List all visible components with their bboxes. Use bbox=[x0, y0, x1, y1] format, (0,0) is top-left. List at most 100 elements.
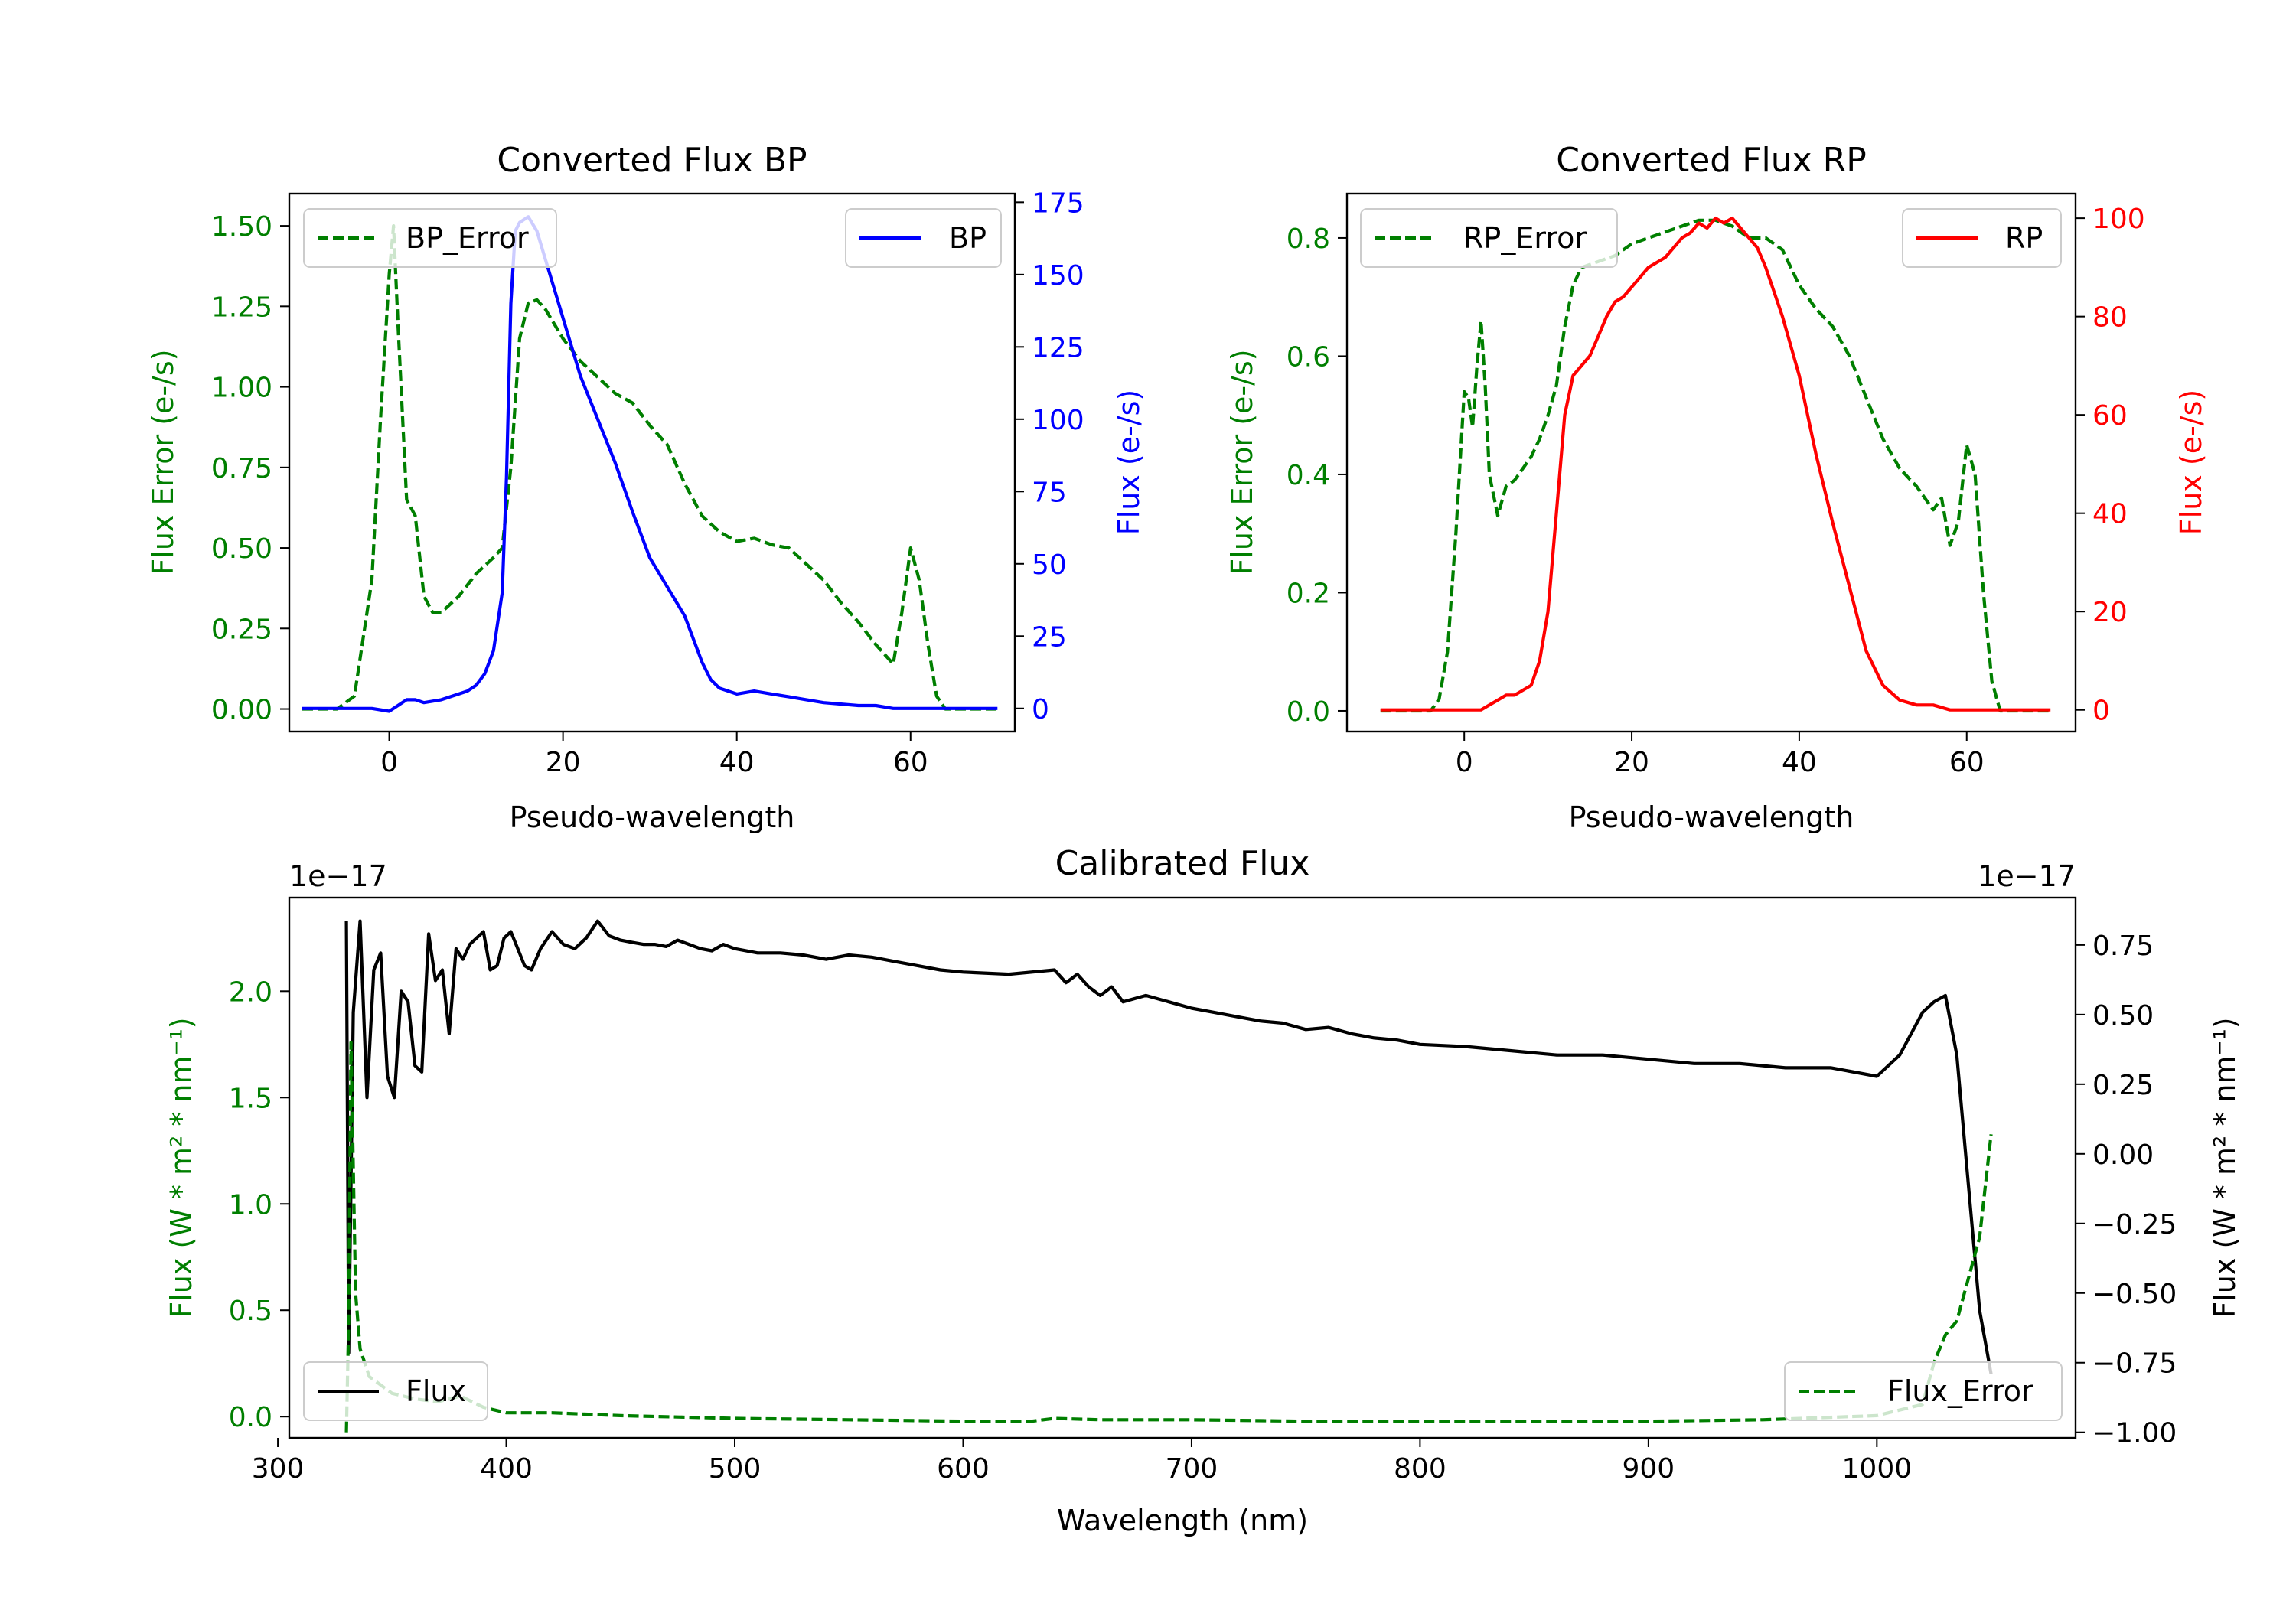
panel-bp: Converted Flux BP 0 20 40 60 0.00 0.25 0.50 0.7… bbox=[146, 141, 1146, 834]
bp-x-tick-label: 0 bbox=[380, 747, 398, 778]
calibrated-title: Calibrated Flux bbox=[1055, 844, 1310, 883]
calibrated-series-layer bbox=[344, 919, 1993, 1433]
rp-series-layer bbox=[1380, 217, 2051, 713]
rp-x-tick-label: 0 bbox=[1456, 747, 1473, 778]
bp-legend-left: BP_Error bbox=[303, 208, 557, 268]
rp-legend-left: RP_Error bbox=[1360, 208, 1618, 268]
rp-x-tick-label: 20 bbox=[1614, 747, 1649, 778]
calib-x-tick-label: 500 bbox=[709, 1453, 762, 1485]
bp-right-tick-label: 175 bbox=[1032, 187, 1084, 219]
bp-plot-frame bbox=[288, 192, 1016, 733]
bp-right-tick-label: 125 bbox=[1032, 332, 1084, 363]
bp-legend-right: BP bbox=[845, 208, 1002, 268]
bp-right-tick-label: 150 bbox=[1032, 260, 1084, 292]
calib-series-flux-error-line bbox=[344, 1041, 1993, 1433]
calib-right-tick-label: 0.75 bbox=[2092, 931, 2154, 962]
calib-series-flux-line bbox=[344, 919, 1993, 1374]
rp-left-tick-label: 0.2 bbox=[1287, 578, 1330, 609]
calib-x-tick-label: 400 bbox=[480, 1453, 533, 1485]
calib-right-tick-label: −0.75 bbox=[2092, 1348, 2177, 1380]
calibrated-right-multiplier: 1e−17 bbox=[1978, 859, 2076, 893]
calib-right-tick-label: −0.50 bbox=[2092, 1279, 2177, 1310]
bp-title: Converted Flux BP bbox=[497, 141, 807, 180]
calibrated-left-multiplier: 1e−17 bbox=[289, 859, 387, 893]
rp-left-axis-label: Flux Error (e-/s) bbox=[1225, 349, 1259, 575]
calib-x-tick-label: 800 bbox=[1394, 1453, 1446, 1485]
bp-x-tick-label: 20 bbox=[546, 747, 581, 778]
rp-right-tick-label: 20 bbox=[2092, 597, 2128, 628]
rp-plot-frame bbox=[1345, 192, 2077, 733]
rp-ticks-layer: 0 20 40 60 0.0 0.2 0.4 0.6 0.8 0 20 40 60 80 100 bbox=[1287, 204, 2145, 778]
bp-left-tick-label: 0.25 bbox=[211, 614, 272, 645]
bp-left-axis-label: Flux Error (e-/s) bbox=[146, 349, 180, 575]
calib-left-tick-label: 0.5 bbox=[229, 1296, 272, 1327]
rp-left-tick-label: 0.4 bbox=[1287, 460, 1330, 491]
calibrated-x-axis-label: Wavelength (nm) bbox=[1057, 1504, 1308, 1537]
rp-x-tick-label: 40 bbox=[1782, 747, 1817, 778]
calib-right-tick-label: −1.00 bbox=[2092, 1418, 2177, 1449]
calib-x-tick-label: 300 bbox=[252, 1453, 305, 1485]
calib-x-tick-label: 900 bbox=[1623, 1453, 1675, 1485]
calibrated-plot-frame bbox=[288, 896, 2077, 1439]
calib-right-tick-label: 0.50 bbox=[2092, 1000, 2154, 1032]
rp-left-tick-label: 0.6 bbox=[1287, 341, 1330, 373]
rp-x-tick-label: 60 bbox=[1949, 747, 1985, 778]
flux-legend-label: Flux bbox=[406, 1374, 466, 1408]
panel-rp: Converted Flux RP 0 20 40 60 0.0 0.2 0.4 0.6 0.8… bbox=[1225, 141, 2208, 834]
bp-series-layer bbox=[302, 215, 998, 713]
calib-left-tick-label: 0.0 bbox=[229, 1402, 272, 1433]
rp-title: Converted Flux RP bbox=[1556, 141, 1867, 180]
bp-legend-label: BP bbox=[949, 221, 987, 255]
calibrated-right-axis-label: Flux (W * m² * nm⁻¹) bbox=[2208, 1017, 2242, 1318]
bp-left-tick-label: 0.00 bbox=[211, 695, 272, 726]
bp-left-tick-label: 1.50 bbox=[211, 211, 272, 243]
calib-x-tick-label: 1000 bbox=[1842, 1453, 1913, 1485]
rp-right-tick-label: 0 bbox=[2092, 696, 2110, 727]
calibrated-legend-right: Flux_Error bbox=[1784, 1361, 2063, 1421]
bp-x-tick-label: 40 bbox=[719, 747, 755, 778]
calib-x-tick-label: 700 bbox=[1166, 1453, 1218, 1485]
calib-right-tick-label: 0.25 bbox=[2092, 1070, 2154, 1101]
bp-right-tick-label: 75 bbox=[1032, 477, 1067, 508]
calib-left-tick-label: 2.0 bbox=[229, 976, 272, 1008]
bp-left-tick-label: 1.25 bbox=[211, 292, 272, 323]
calibrated-left-axis-label: Flux (W * m² * nm⁻¹) bbox=[165, 1017, 198, 1318]
bp-series-bp-line bbox=[302, 215, 998, 713]
rp-right-tick-label: 80 bbox=[2092, 302, 2128, 334]
bp-right-tick-label: 100 bbox=[1032, 405, 1084, 436]
bp-x-tick-label: 60 bbox=[893, 747, 928, 778]
bp-error-legend-label: BP_Error bbox=[406, 221, 529, 255]
panel-calibrated: Calibrated Flux 1e−17 1e−17 300 400 500 600… bbox=[165, 844, 2242, 1537]
calib-right-tick-label: −0.25 bbox=[2092, 1209, 2177, 1240]
bp-right-tick-label: 25 bbox=[1032, 621, 1067, 653]
bp-right-tick-label: 0 bbox=[1032, 694, 1049, 725]
rp-left-tick-label: 0.8 bbox=[1287, 223, 1330, 255]
calib-left-tick-label: 1.5 bbox=[229, 1083, 272, 1114]
calibrated-legend-left: Flux bbox=[303, 1361, 488, 1421]
rp-right-tick-label: 100 bbox=[2092, 204, 2145, 235]
rp-legend-right: RP bbox=[1902, 208, 2062, 268]
rp-x-axis-label: Pseudo-wavelength bbox=[1569, 800, 1854, 834]
bp-left-tick-label: 1.00 bbox=[211, 373, 272, 404]
bp-x-axis-label: Pseudo-wavelength bbox=[510, 800, 795, 834]
bp-left-tick-label: 0.75 bbox=[211, 453, 272, 484]
bp-left-tick-label: 0.50 bbox=[211, 533, 272, 565]
bp-right-tick-label: 50 bbox=[1032, 549, 1067, 581]
bp-series-bp-error-line bbox=[302, 224, 998, 711]
calib-left-tick-label: 1.0 bbox=[229, 1189, 272, 1221]
rp-series-rp-error-line bbox=[1380, 218, 2051, 713]
flux-error-legend-label: Flux_Error bbox=[1887, 1374, 2033, 1408]
rp-legend-label: RP bbox=[2005, 221, 2043, 255]
bp-right-axis-label: Flux (e-/s) bbox=[1112, 390, 1146, 535]
rp-right-axis-label: Flux (e-/s) bbox=[2174, 390, 2208, 535]
rp-series-rp-line bbox=[1380, 217, 2051, 712]
calib-x-tick-label: 600 bbox=[937, 1453, 990, 1485]
bp-ticks-layer: 0 20 40 60 0.00 0.25 0.50 0.75 1.00 1.25 1.50 0 25 50… bbox=[211, 187, 1084, 778]
rp-right-tick-label: 60 bbox=[2092, 400, 2128, 432]
rp-right-tick-label: 40 bbox=[2092, 499, 2128, 530]
rp-left-tick-label: 0.0 bbox=[1287, 696, 1330, 728]
calibrated-ticks-layer: 300 400 500 600 700 800 900 1000 0.0 0.5 1.0 1.5 2.0… bbox=[229, 931, 2177, 1485]
rp-error-legend-label: RP_Error bbox=[1463, 221, 1587, 255]
calib-right-tick-label: 0.00 bbox=[2092, 1139, 2154, 1171]
